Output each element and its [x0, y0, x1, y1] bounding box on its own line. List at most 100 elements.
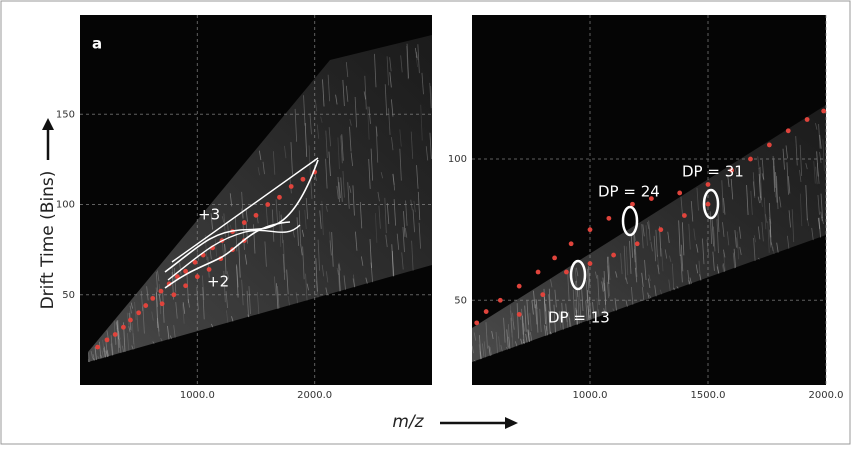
- intensity-streak: [769, 218, 772, 246]
- intensity-streak: [418, 222, 421, 249]
- intensity-streak: [529, 312, 532, 332]
- intensity-streak: [292, 230, 295, 238]
- intensity-streak: [132, 333, 135, 350]
- intensity-streak: [365, 277, 368, 284]
- intensity-streak: [788, 210, 791, 228]
- intensity-streak: [272, 151, 276, 175]
- intensity-streak: [545, 303, 548, 331]
- intensity-streak: [375, 126, 379, 163]
- intensity-streak: [151, 311, 154, 321]
- intensity-streak: [359, 202, 363, 229]
- intensity-streak: [241, 279, 244, 306]
- intensity-streak: [246, 290, 249, 318]
- intensity-streak: [664, 249, 668, 259]
- data-point: [288, 184, 294, 189]
- intensity-streak: [265, 204, 268, 226]
- intensity-streak: [721, 180, 724, 214]
- data-point: [516, 311, 522, 317]
- intensity-streak: [647, 221, 650, 230]
- intensity-streak: [634, 249, 637, 270]
- x-tick-label: 1000.0: [573, 390, 608, 401]
- intensity-streak: [103, 346, 107, 358]
- intensity-streak: [370, 148, 373, 181]
- intensity-streak: [539, 308, 542, 333]
- intensity-streak: [680, 254, 683, 283]
- data-point: [474, 320, 480, 326]
- intensity-streak: [338, 262, 341, 271]
- data-point: [483, 309, 489, 314]
- intensity-streak: [352, 274, 356, 288]
- intensity-streak: [245, 207, 248, 222]
- intensity-streak: [142, 306, 145, 334]
- intensity-streak: [377, 191, 380, 202]
- intensity-streak: [223, 270, 226, 303]
- intensity-streak: [345, 62, 349, 78]
- intensity-streak: [110, 335, 114, 356]
- intensity-streak: [97, 356, 100, 360]
- intensity-streak: [659, 289, 663, 295]
- intensity-streak: [512, 321, 515, 330]
- intensity-streak: [612, 308, 615, 312]
- data-point: [658, 227, 664, 233]
- envelope-curve: [164, 159, 319, 273]
- intensity-streak: [248, 286, 251, 315]
- intensity-streak: [368, 106, 371, 124]
- intensity-streak: [369, 239, 372, 268]
- intensity-streak: [210, 213, 213, 230]
- intensity-streak: [375, 125, 378, 137]
- intensity-streak: [242, 220, 245, 250]
- intensity-streak: [503, 317, 506, 343]
- intensity-streak: [403, 211, 406, 237]
- intensity-streak: [723, 197, 726, 215]
- intensity-streak: [155, 287, 159, 307]
- x-tick-label: 2000.0: [809, 390, 844, 401]
- intensity-streak: [157, 318, 160, 332]
- intensity-streak: [119, 338, 122, 354]
- intensity-streak: [699, 274, 702, 281]
- intensity-streak: [550, 279, 553, 288]
- intensity-streak: [688, 223, 691, 250]
- intensity-streak: [401, 252, 404, 270]
- intensity-streak: [757, 226, 761, 240]
- intensity-streak: [717, 264, 720, 275]
- intensity-streak: [727, 174, 730, 188]
- intensity-streak: [417, 44, 420, 74]
- charge-label: +3: [198, 206, 220, 224]
- intensity-streak: [739, 246, 742, 256]
- intensity-streak: [657, 264, 660, 275]
- intensity-streak: [772, 155, 775, 192]
- intensity-streak: [760, 196, 763, 208]
- intensity-streak: [224, 244, 227, 275]
- intensity-streak: [226, 310, 229, 324]
- intensity-streak: [101, 350, 104, 359]
- x-tick-label: 2000.0: [297, 390, 332, 401]
- intensity-streak: [680, 196, 683, 215]
- data-point: [158, 288, 164, 294]
- intensity-streak: [579, 303, 582, 324]
- intensity-streak: [341, 134, 344, 161]
- intensity-streak: [111, 342, 114, 356]
- intensity-streak: [592, 302, 595, 319]
- intensity-streak: [712, 251, 715, 271]
- intensity-streak: [342, 170, 345, 198]
- intensity-streak: [706, 239, 709, 256]
- intensity-streak: [173, 325, 176, 338]
- intensity-streak: [734, 230, 737, 248]
- data-point: [497, 297, 503, 303]
- intensity-streak: [126, 312, 130, 326]
- intensity-streak: [673, 287, 676, 290]
- intensity-streak: [498, 336, 501, 351]
- intensity-streak: [386, 56, 389, 86]
- data-point: [766, 142, 772, 148]
- intensity-streak: [322, 79, 325, 107]
- intensity-streak: [392, 173, 395, 185]
- intensity-streak: [429, 132, 432, 159]
- intensity-streak: [822, 139, 825, 172]
- intensity-streak: [553, 304, 556, 333]
- data-point: [95, 344, 100, 350]
- intensity-streak: [350, 152, 354, 167]
- intensity-streak: [786, 235, 790, 249]
- trend-line: [171, 157, 319, 263]
- intensity-streak: [406, 45, 409, 80]
- intensity-streak: [106, 330, 109, 340]
